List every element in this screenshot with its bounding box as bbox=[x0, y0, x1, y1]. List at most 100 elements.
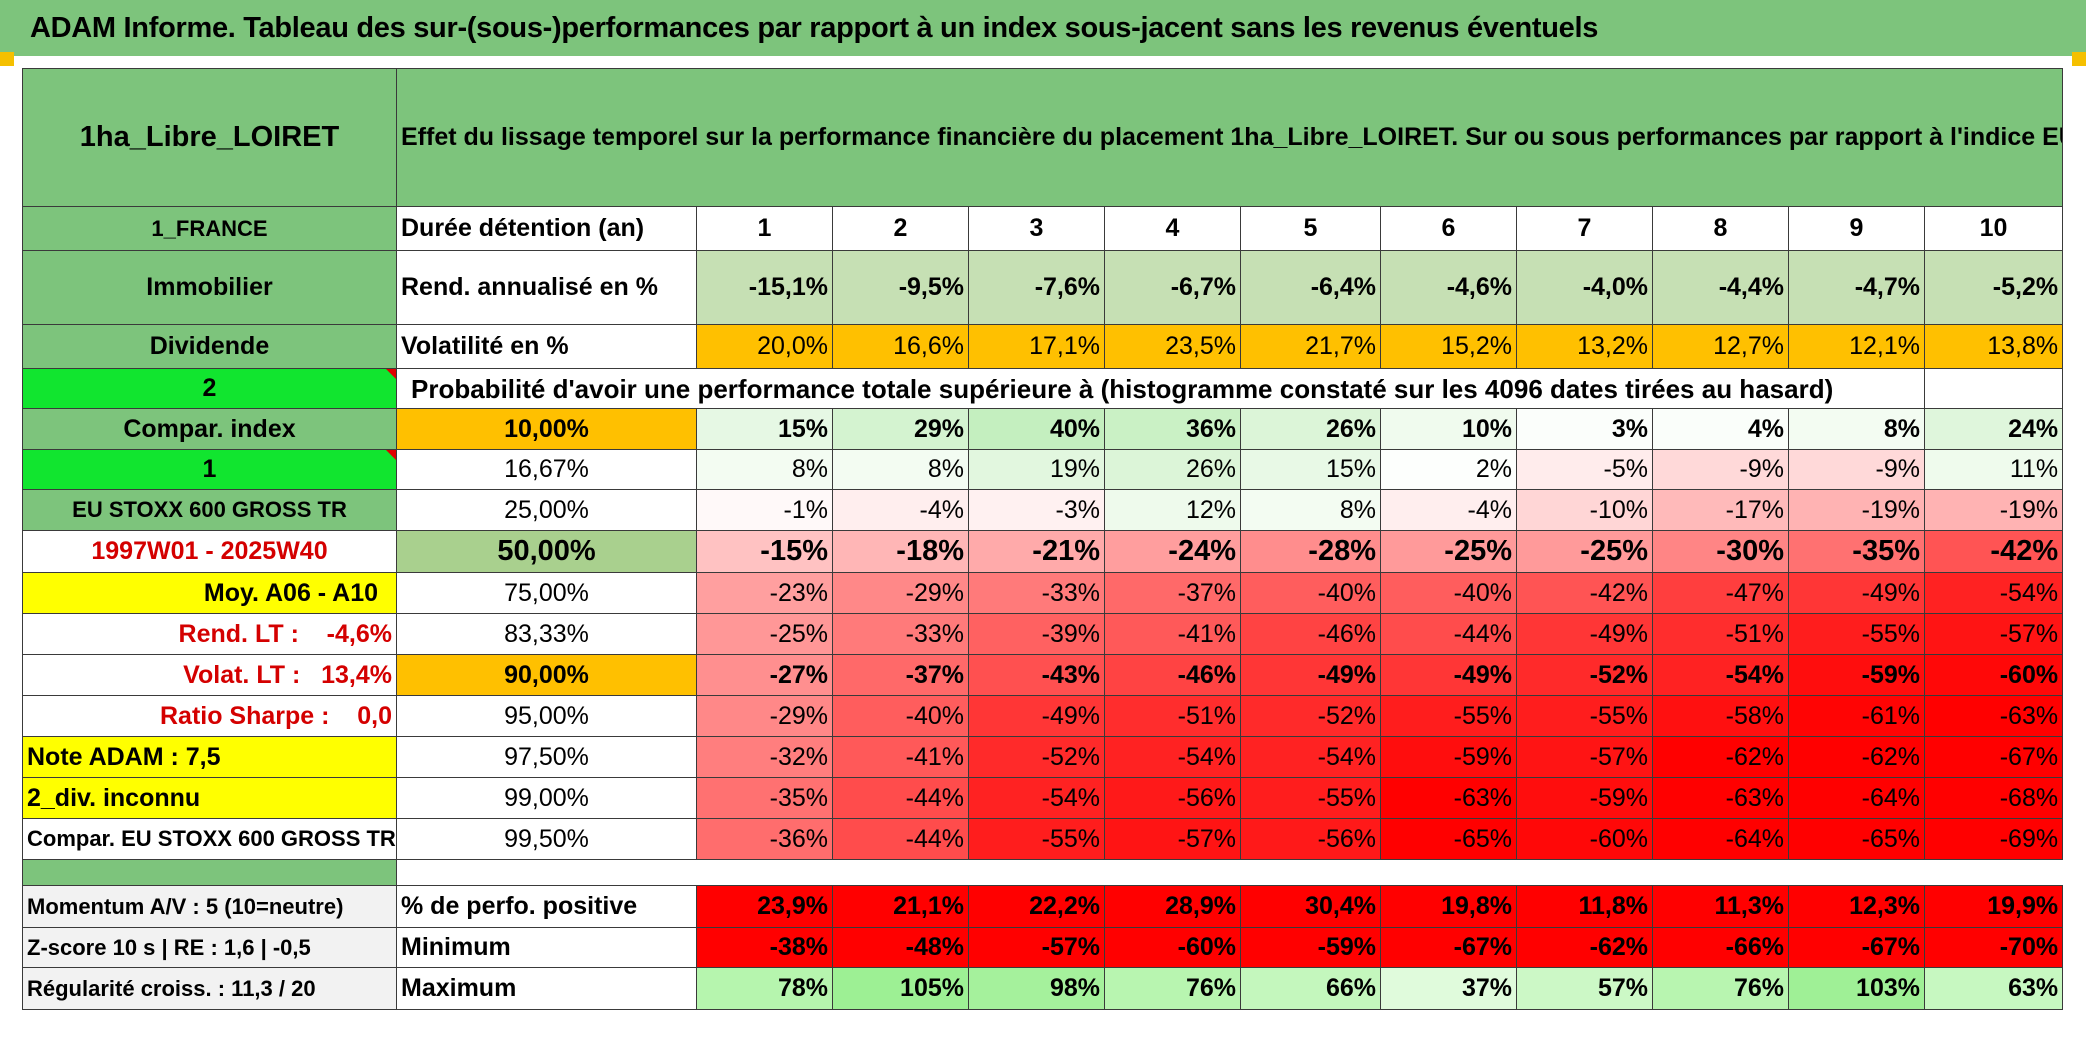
minimum-value: -62% bbox=[1516, 927, 1653, 968]
annual-return-value: -5,2% bbox=[1923, 250, 2064, 325]
probability-value: -43% bbox=[968, 654, 1105, 696]
probability-value: -4% bbox=[832, 489, 969, 531]
probability-value: -51% bbox=[1104, 695, 1241, 737]
adam-note: Note ADAM : 7,5 bbox=[22, 736, 397, 778]
probability-value: 8% bbox=[696, 449, 833, 490]
probability-value: -49% bbox=[1788, 572, 1925, 614]
index-name: EU STOXX 600 GROSS TR bbox=[22, 489, 397, 531]
positive-perf-value: 19,8% bbox=[1380, 885, 1517, 928]
probability-value: -5% bbox=[1516, 449, 1653, 490]
probability-value: -55% bbox=[1516, 695, 1653, 737]
probability-value: -55% bbox=[1380, 695, 1517, 737]
probability-value: 3% bbox=[1516, 408, 1653, 450]
minimum-value: -66% bbox=[1652, 927, 1789, 968]
probability-value: -46% bbox=[1104, 654, 1241, 696]
probability-value: -29% bbox=[696, 695, 833, 737]
probability-value: -36% bbox=[696, 818, 833, 860]
spacer-cell bbox=[22, 859, 397, 886]
maximum-value: 63% bbox=[1923, 967, 2064, 1010]
probability-value: -54% bbox=[1923, 572, 2064, 614]
probability-value: -59% bbox=[1380, 736, 1517, 778]
positive-perf-value: 28,9% bbox=[1104, 885, 1241, 928]
probability-value: -55% bbox=[968, 818, 1105, 860]
probability-value: -44% bbox=[1380, 613, 1517, 655]
probability-value: -35% bbox=[696, 777, 833, 819]
volatility-value: 20,0% bbox=[696, 324, 833, 369]
probability-value: -59% bbox=[1516, 777, 1653, 819]
probability-label: Probabilité d'avoir une performance tota… bbox=[396, 368, 1925, 409]
maximum-value: 37% bbox=[1380, 967, 1517, 1010]
probability-value: -18% bbox=[832, 530, 969, 573]
percentile-threshold: 99,00% bbox=[396, 777, 697, 819]
probability-value: -19% bbox=[1788, 489, 1925, 531]
percentile-threshold: 75,00% bbox=[396, 572, 697, 614]
probability-value: -64% bbox=[1652, 818, 1789, 860]
probability-value: -49% bbox=[1380, 654, 1517, 696]
maximum-value: 76% bbox=[1104, 967, 1241, 1010]
volatility-value: 13,2% bbox=[1516, 324, 1653, 369]
period-label: 1997W01 - 2025W40 bbox=[22, 530, 397, 573]
probability-value: -28% bbox=[1240, 530, 1381, 573]
positive-perf-label: % de perfo. positive bbox=[396, 885, 697, 928]
maximum-label: Maximum bbox=[396, 967, 697, 1010]
probability-value: -52% bbox=[1240, 695, 1381, 737]
probability-value: -35% bbox=[1788, 530, 1925, 573]
probability-value: -24% bbox=[1104, 530, 1241, 573]
annual-return-value: -6,4% bbox=[1240, 250, 1381, 325]
probability-value: 29% bbox=[832, 408, 969, 450]
year-header: 9 bbox=[1788, 206, 1925, 251]
probability-value: -1% bbox=[696, 489, 833, 531]
year-header: 3 bbox=[968, 206, 1105, 251]
minimum-value: -48% bbox=[832, 927, 969, 968]
country-label: 1_FRANCE bbox=[22, 206, 397, 251]
maximum-value: 103% bbox=[1788, 967, 1925, 1010]
probability-value: -58% bbox=[1652, 695, 1789, 737]
probability-value: 24% bbox=[1923, 408, 2064, 450]
probability-value: 12% bbox=[1104, 489, 1241, 531]
category-label: Immobilier bbox=[22, 250, 397, 325]
positive-perf-value: 23,9% bbox=[696, 885, 833, 928]
probability-value: -62% bbox=[1788, 736, 1925, 778]
probability-value: -32% bbox=[696, 736, 833, 778]
regularity-label: Régularité croiss. : 11,3 / 20 bbox=[22, 967, 397, 1010]
minimum-value: -57% bbox=[968, 927, 1105, 968]
annual-return-value: -9,5% bbox=[832, 250, 969, 325]
probability-value: -67% bbox=[1923, 736, 2064, 778]
probability-value: -56% bbox=[1104, 777, 1241, 819]
probability-value: -9% bbox=[1788, 449, 1925, 490]
probability-value: -10% bbox=[1516, 489, 1653, 531]
minimum-value: -67% bbox=[1380, 927, 1517, 968]
probability-value: 10% bbox=[1380, 408, 1517, 450]
positive-perf-value: 19,9% bbox=[1923, 885, 2064, 928]
probability-value: -39% bbox=[968, 613, 1105, 655]
positive-perf-value: 22,2% bbox=[968, 885, 1105, 928]
maximum-value: 66% bbox=[1240, 967, 1381, 1010]
positive-perf-value: 12,3% bbox=[1788, 885, 1925, 928]
probability-value: -37% bbox=[1104, 572, 1241, 614]
probability-value: -49% bbox=[1516, 613, 1653, 655]
probability-value: -33% bbox=[968, 572, 1105, 614]
table-description: Effet du lissage temporel sur la perform… bbox=[395, 68, 2064, 207]
annual-return-label: Rend. annualisé en % bbox=[396, 250, 697, 325]
probability-value: 15% bbox=[1240, 449, 1381, 490]
probability-value: -55% bbox=[1788, 613, 1925, 655]
volatility-value: 12,1% bbox=[1788, 324, 1925, 369]
probability-value: -3% bbox=[968, 489, 1105, 531]
probability-value: -40% bbox=[1380, 572, 1517, 614]
probability-value: -56% bbox=[1240, 818, 1381, 860]
percentile-threshold: 83,33% bbox=[396, 613, 697, 655]
probability-value: -54% bbox=[1240, 736, 1381, 778]
positive-perf-value: 11,8% bbox=[1516, 885, 1653, 928]
percentile-threshold: 97,50% bbox=[396, 736, 697, 778]
dividend-info: 2_div. inconnu bbox=[22, 777, 397, 819]
minimum-value: -38% bbox=[696, 927, 833, 968]
probability-value: 15% bbox=[696, 408, 833, 450]
probability-value: 8% bbox=[1788, 408, 1925, 450]
corner-marker-left bbox=[0, 52, 14, 66]
volatility-value: 17,1% bbox=[968, 324, 1105, 369]
zscore-label: Z-score 10 s | RE : 1,6 | -0,5 bbox=[22, 927, 397, 968]
probability-value: -25% bbox=[1380, 530, 1517, 573]
probability-value: -9% bbox=[1652, 449, 1789, 490]
maximum-value: 78% bbox=[696, 967, 833, 1010]
probability-value: -64% bbox=[1788, 777, 1925, 819]
